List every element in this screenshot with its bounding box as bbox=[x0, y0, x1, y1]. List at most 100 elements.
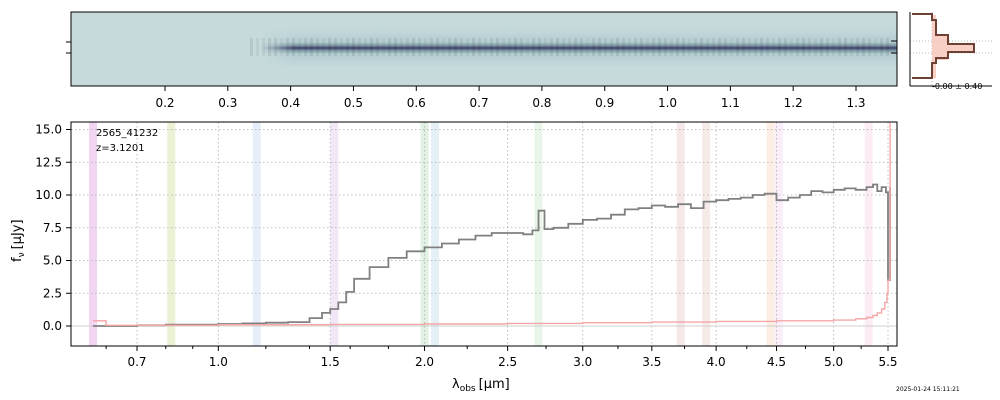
spectrum-2d-column bbox=[376, 38, 379, 56]
spectrum-2d-column bbox=[664, 38, 667, 56]
x-tick-label: 5.0 bbox=[824, 355, 843, 369]
spectrum-2d-column bbox=[772, 38, 775, 56]
x-tick-label: 1.5 bbox=[321, 355, 340, 369]
spectrum-2d-column bbox=[700, 38, 703, 56]
spectrum-2d-column bbox=[394, 38, 397, 56]
top-xtick-label: 0.6 bbox=[407, 96, 426, 110]
spectrum-2d-column bbox=[430, 38, 433, 56]
spectrum-2d-column bbox=[856, 38, 859, 56]
y-tick-label: 7.5 bbox=[43, 221, 62, 235]
spectrum-2d-column bbox=[334, 38, 337, 56]
top-xtick-label: 1.3 bbox=[846, 96, 865, 110]
spectrum-2d-column bbox=[544, 38, 547, 56]
spectrum-2d-column bbox=[814, 38, 817, 56]
spectrum-2d-column bbox=[388, 38, 391, 56]
spectrum-2d-column bbox=[706, 38, 709, 56]
x-tick-label: 1.0 bbox=[209, 355, 228, 369]
spectrum-2d-frame bbox=[70, 11, 898, 87]
spectrum-2d-column bbox=[766, 38, 769, 56]
spectrum-2d-column bbox=[490, 38, 493, 56]
line-marker-band bbox=[167, 122, 176, 346]
spectrum-2d-column bbox=[724, 38, 727, 56]
line-marker-band bbox=[330, 122, 339, 346]
spectrum-2d-column bbox=[796, 38, 799, 56]
spectrum-1d-frame bbox=[70, 121, 898, 347]
spectrum-2d-column bbox=[742, 38, 745, 56]
spectrum-2d-column bbox=[526, 38, 529, 56]
spectrum-2d-column bbox=[808, 38, 811, 56]
spectrum-2d-column bbox=[256, 38, 259, 56]
spectrum-2d-column bbox=[670, 38, 673, 56]
spectrum-2d-column bbox=[748, 38, 751, 56]
spectrum-2d-column bbox=[736, 38, 739, 56]
profile-line bbox=[912, 13, 975, 79]
spectrum-2d-column bbox=[472, 38, 475, 56]
spectrum-2d-column bbox=[436, 38, 439, 56]
y-axis-title-sub: ν bbox=[17, 252, 27, 257]
spectrum-2d-column bbox=[454, 38, 457, 56]
x-tick-label: 3.0 bbox=[573, 355, 592, 369]
y-axis-ticks: 0.0 2.5 5.0 7.5 10.0 12.5 15.0 bbox=[35, 123, 71, 333]
spectrum-2d-column bbox=[268, 38, 271, 56]
spectrum-2d-column bbox=[598, 38, 601, 56]
spectrum-2d-column bbox=[448, 38, 451, 56]
top-xtick-label: 0.5 bbox=[344, 96, 363, 110]
spectrum-2d-column bbox=[424, 38, 427, 56]
spectrum-2d-column bbox=[370, 38, 373, 56]
spectrum-2d-column bbox=[328, 38, 331, 56]
spectrum-2d-column bbox=[310, 38, 313, 56]
spectrum-2d-column bbox=[340, 38, 343, 56]
line-marker-band bbox=[864, 122, 873, 346]
flux-spectrum-line bbox=[93, 183, 891, 327]
x-tick-label: 4.0 bbox=[707, 355, 726, 369]
x-tick-label: 2.5 bbox=[498, 355, 517, 369]
spectrum-2d-column bbox=[568, 38, 571, 56]
timestamp: 2025-01-24 15:11:21 bbox=[896, 386, 960, 393]
spectrum-2d-column bbox=[790, 38, 793, 56]
top-xtick-label: 0.2 bbox=[155, 96, 174, 110]
error-spectrum-line bbox=[93, 122, 891, 326]
x-axis-title-main: λ bbox=[452, 377, 460, 392]
spectrum-2d-column bbox=[694, 38, 697, 56]
spectrum-1d-background bbox=[71, 122, 897, 346]
x-axis-title-unit: [μm] bbox=[479, 377, 510, 392]
top-xtick-label: 1.0 bbox=[658, 96, 677, 110]
line-marker-band bbox=[774, 122, 783, 346]
spectrum-2d-column bbox=[502, 38, 505, 56]
y-axis-title: fν [μJy] bbox=[10, 219, 27, 262]
y-tick-label: 5.0 bbox=[43, 254, 62, 268]
spectrum-2d-column bbox=[778, 38, 781, 56]
spectrum-2d-column bbox=[640, 38, 643, 56]
y-tick-label: 2.5 bbox=[43, 286, 62, 300]
line-marker-band bbox=[766, 122, 775, 346]
spectrum-2d-column bbox=[412, 38, 415, 56]
spectrum-2d-column bbox=[298, 38, 301, 56]
x-axis-title-sub: obs bbox=[460, 384, 476, 394]
spectrum-2d-column bbox=[538, 38, 541, 56]
object-id-label: 2565_41232 bbox=[96, 128, 158, 139]
top-xtick-label: 0.8 bbox=[532, 96, 551, 110]
spectrum-2d-column bbox=[274, 38, 277, 56]
spectrum-2d-column bbox=[604, 38, 607, 56]
line-marker-band bbox=[534, 122, 543, 346]
x-tick-label: 4.5 bbox=[767, 355, 786, 369]
spectrum-2d-column bbox=[868, 38, 871, 56]
top-xtick-label: 1.1 bbox=[721, 96, 740, 110]
line-marker-band bbox=[431, 122, 440, 346]
spectrum-2d-column bbox=[634, 38, 637, 56]
x-tick-label: 0.7 bbox=[127, 355, 146, 369]
series-group bbox=[93, 122, 891, 327]
spectrum-2d-column bbox=[292, 38, 295, 56]
line-markers bbox=[89, 122, 873, 346]
spectrum-2d-column bbox=[418, 38, 421, 56]
spectrum-2d-column bbox=[652, 38, 655, 56]
spectrum-2d-column bbox=[514, 38, 517, 56]
spectrum-2d-column bbox=[364, 38, 367, 56]
spectrum-2d-column bbox=[352, 38, 355, 56]
spectrum-2d-column bbox=[592, 38, 595, 56]
spectrum-2d-column bbox=[406, 38, 409, 56]
spectrum-2d-column bbox=[280, 38, 283, 56]
spectrum-2d-column bbox=[886, 38, 889, 56]
spectrum-2d-column bbox=[286, 38, 289, 56]
